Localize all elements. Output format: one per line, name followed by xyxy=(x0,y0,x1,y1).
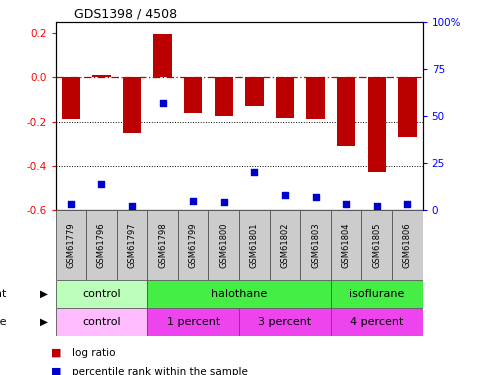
Bar xyxy=(117,210,147,280)
Bar xyxy=(147,308,239,336)
Text: percentile rank within the sample: percentile rank within the sample xyxy=(72,367,248,375)
Point xyxy=(251,170,258,176)
Bar xyxy=(239,308,331,336)
Text: log ratio: log ratio xyxy=(72,348,116,358)
Bar xyxy=(56,280,147,308)
Bar xyxy=(154,34,172,77)
Point xyxy=(312,194,319,200)
Text: isoflurane: isoflurane xyxy=(349,289,404,299)
Bar xyxy=(214,77,233,116)
Bar xyxy=(178,210,209,280)
Text: GSM61779: GSM61779 xyxy=(66,222,75,268)
Bar xyxy=(56,308,147,336)
Bar xyxy=(62,77,80,119)
Bar xyxy=(147,210,178,280)
Bar xyxy=(209,210,239,280)
Bar xyxy=(245,77,264,106)
Text: 3 percent: 3 percent xyxy=(258,317,312,327)
Bar xyxy=(331,280,423,308)
Text: GSM61798: GSM61798 xyxy=(158,222,167,268)
Bar xyxy=(92,75,111,77)
Text: 1 percent: 1 percent xyxy=(167,317,220,327)
Text: control: control xyxy=(82,317,121,327)
Bar xyxy=(306,77,325,119)
Bar xyxy=(368,77,386,172)
Bar xyxy=(147,280,331,308)
Point xyxy=(342,201,350,207)
Bar xyxy=(331,210,361,280)
Text: GSM61799: GSM61799 xyxy=(189,222,198,268)
Point xyxy=(373,203,381,209)
Bar xyxy=(276,77,294,118)
Bar xyxy=(331,308,423,336)
Text: GSM61806: GSM61806 xyxy=(403,222,412,268)
Point xyxy=(403,201,411,207)
Point xyxy=(220,200,227,206)
Text: ▶: ▶ xyxy=(40,317,48,327)
Text: ■: ■ xyxy=(51,348,61,358)
Point xyxy=(189,198,197,204)
Bar xyxy=(184,77,202,112)
Text: 4 percent: 4 percent xyxy=(350,317,403,327)
Point xyxy=(281,192,289,198)
Point xyxy=(159,100,167,106)
Bar xyxy=(56,210,86,280)
Bar xyxy=(239,210,270,280)
Point xyxy=(98,181,105,187)
Text: GSM61800: GSM61800 xyxy=(219,222,228,268)
Text: halothane: halothane xyxy=(211,289,267,299)
Text: dose: dose xyxy=(0,317,7,327)
Bar xyxy=(86,210,117,280)
Point xyxy=(128,203,136,209)
Bar xyxy=(398,77,416,137)
Bar xyxy=(392,210,423,280)
Bar xyxy=(361,210,392,280)
Text: GSM61805: GSM61805 xyxy=(372,222,381,268)
Bar xyxy=(300,210,331,280)
Text: GSM61796: GSM61796 xyxy=(97,222,106,268)
Text: control: control xyxy=(82,289,121,299)
Text: GSM61797: GSM61797 xyxy=(128,222,137,268)
Bar xyxy=(123,77,141,133)
Text: GDS1398 / 4508: GDS1398 / 4508 xyxy=(74,8,177,21)
Text: GSM61802: GSM61802 xyxy=(281,222,289,268)
Point xyxy=(67,201,75,207)
Text: GSM61804: GSM61804 xyxy=(341,222,351,268)
Text: GSM61803: GSM61803 xyxy=(311,222,320,268)
Text: ▶: ▶ xyxy=(40,289,48,299)
Text: ■: ■ xyxy=(51,367,61,375)
Bar xyxy=(270,210,300,280)
Bar xyxy=(337,77,355,146)
Text: GSM61801: GSM61801 xyxy=(250,222,259,268)
Text: agent: agent xyxy=(0,289,7,299)
